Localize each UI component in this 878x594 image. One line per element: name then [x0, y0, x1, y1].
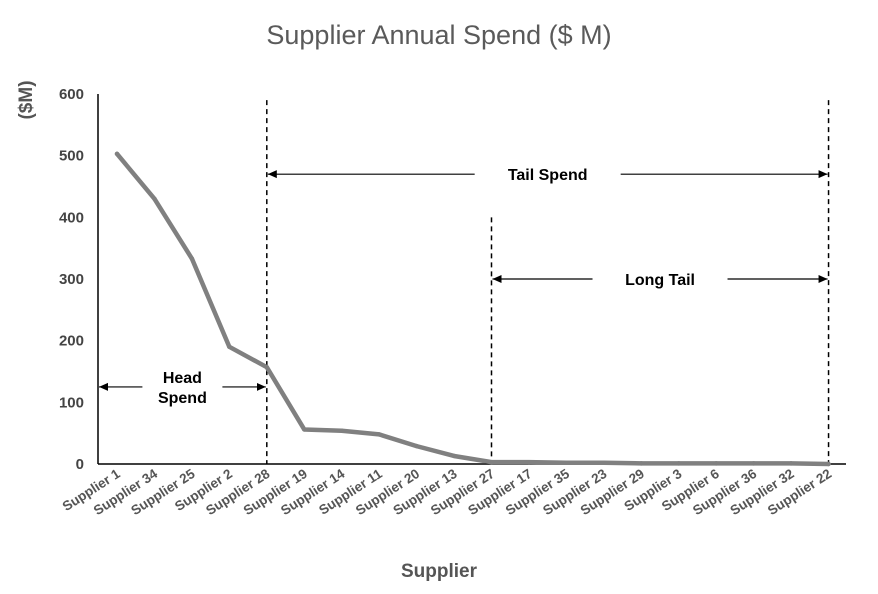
data-point [601, 460, 607, 465]
annotation-label: Tail Spend [508, 167, 588, 184]
y-tick-label: 0 [76, 456, 84, 473]
data-point [451, 453, 457, 459]
data-point [639, 461, 644, 466]
data-point [826, 461, 831, 467]
data-point [189, 256, 195, 261]
annotation-label: Spend [158, 390, 207, 407]
data-point [227, 344, 232, 350]
y-tick-label: 300 [59, 271, 84, 288]
chart-title: Supplier Annual Spend ($ M) [266, 20, 611, 50]
data-point [114, 151, 120, 157]
data-point [714, 461, 719, 466]
data-point [526, 459, 532, 465]
y-tick-label: 600 [59, 86, 84, 103]
annotation-label: Long Tail [625, 272, 695, 289]
y-tick-label: 100 [59, 394, 84, 411]
data-point [152, 196, 157, 202]
y-tick-label: 200 [59, 333, 84, 350]
y-tick-label: 500 [59, 148, 84, 165]
y-axis-label: ($M) [16, 80, 37, 119]
data-point [676, 461, 681, 466]
data-point [302, 427, 307, 432]
data-point [489, 459, 494, 465]
annotation-label: Head [163, 370, 202, 387]
data-point [564, 460, 569, 465]
data-point [376, 432, 382, 437]
data-point [339, 428, 344, 433]
y-tick-label: 400 [59, 209, 84, 226]
data-point [414, 443, 419, 449]
data-point [788, 461, 794, 466]
data-point [264, 364, 269, 370]
series-line [114, 151, 831, 467]
data-point [751, 461, 756, 466]
x-axis-label: Supplier [401, 561, 478, 582]
